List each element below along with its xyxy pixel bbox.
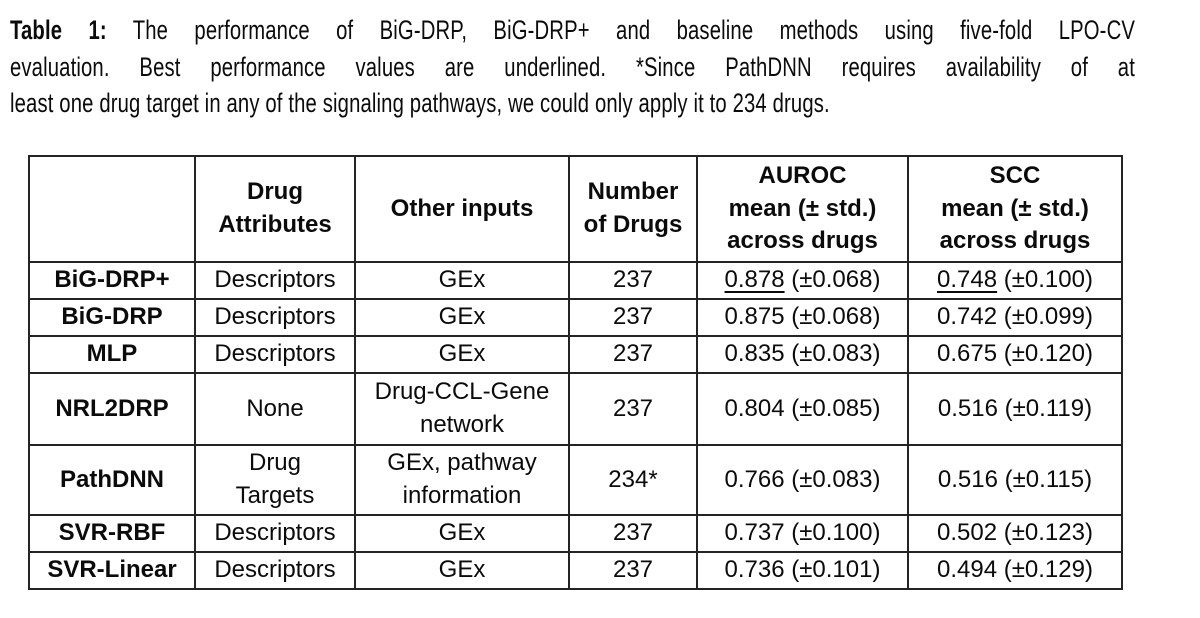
table-row-big-drp: BiG-DRP Descriptors GEx 237 0.875 (±0.06…	[28, 298, 1123, 337]
scc-std: (±0.115)	[1004, 465, 1093, 493]
scc-std: (±0.100)	[1003, 266, 1093, 294]
results-table: Drug Attributes Other inputs Number of D…	[28, 155, 1123, 590]
scc-mean: 0.516	[937, 465, 998, 493]
cell-method: MLP	[28, 335, 196, 374]
table-row-svr-linear: SVR-Linear Descriptors GEx 237 0.736 (±0…	[28, 551, 1123, 590]
auroc-mean: 0.804	[724, 394, 785, 422]
auroc-mean: 0.766	[724, 465, 785, 493]
cell-drug-attributes: Drug Targets	[194, 444, 356, 516]
cell-method: BiG-DRP	[28, 298, 196, 337]
table-row-mlp: MLP Descriptors GEx 237 0.835 (±0.083) 0…	[28, 335, 1123, 374]
column-header-scc: SCC mean (± std.) across drugs	[907, 155, 1123, 263]
cell-scc: 0.675 (±0.120)	[907, 335, 1123, 374]
table-row-big-drp-plus: BiG-DRP+ Descriptors GEx 237 0.878 (±0.0…	[28, 261, 1123, 300]
column-header-number-of-drugs: Number of Drugs	[568, 155, 698, 263]
auroc-std: (±0.068)	[791, 266, 881, 294]
scc-std: (±0.099)	[1003, 303, 1093, 331]
cell-other-inputs: Drug-CCL-Gene network	[354, 372, 570, 446]
cell-other-inputs: GEx, pathway information	[354, 444, 570, 516]
cell-drug-attributes: None	[194, 372, 356, 446]
auroc-mean: 0.737	[724, 519, 785, 547]
cell-scc: 0.748 (±0.100)	[907, 261, 1123, 300]
cell-drug-attributes: Descriptors	[194, 261, 356, 300]
cell-number-of-drugs: 237	[568, 514, 698, 553]
column-header-drug-attributes: Drug Attributes	[194, 155, 356, 263]
cell-number-of-drugs: 237	[568, 551, 698, 590]
cell-number-of-drugs: 234*	[568, 444, 698, 516]
table-row-pathdnn: PathDNN Drug Targets GEx, pathway inform…	[28, 444, 1123, 516]
cell-number-of-drugs: 237	[568, 298, 698, 337]
cell-auroc: 0.737 (±0.100)	[696, 514, 909, 553]
scc-mean: 0.494	[937, 556, 998, 584]
cell-auroc: 0.766 (±0.083)	[696, 444, 909, 516]
auroc-mean: 0.835	[724, 340, 785, 368]
cell-method: NRL2DRP	[28, 372, 196, 446]
scc-std: (±0.119)	[1004, 394, 1093, 422]
cell-scc: 0.742 (±0.099)	[907, 298, 1123, 337]
cell-method: PathDNN	[28, 444, 196, 516]
scc-mean: 0.742	[937, 303, 998, 331]
auroc-std: (±0.100)	[791, 519, 881, 547]
caption-line-1-text: The performance of BiG-DRP, BiG-DRP+ and…	[106, 15, 1136, 45]
scc-mean: 0.748	[937, 266, 998, 294]
results-table-container: Drug Attributes Other inputs Number of D…	[28, 155, 1123, 590]
cell-auroc: 0.878 (±0.068)	[696, 261, 909, 300]
scc-std: (±0.123)	[1003, 519, 1093, 547]
table-caption: Table 1: The performance of BiG-DRP, BiG…	[10, 12, 1135, 122]
auroc-mean: 0.736	[724, 556, 785, 584]
auroc-mean: 0.878	[724, 266, 785, 294]
cell-other-inputs: GEx	[354, 298, 570, 337]
cell-other-inputs: GEx	[354, 551, 570, 590]
cell-scc: 0.516 (±0.119)	[907, 372, 1123, 446]
column-header-other-inputs: Other inputs	[354, 155, 570, 263]
cell-auroc: 0.804 (±0.085)	[696, 372, 909, 446]
cell-other-inputs: GEx	[354, 261, 570, 300]
cell-scc: 0.516 (±0.115)	[907, 444, 1123, 516]
auroc-std: (±0.083)	[791, 340, 881, 368]
auroc-mean: 0.875	[724, 303, 785, 331]
caption-line-2: evaluation. Best performance values are …	[10, 51, 1135, 82]
cell-scc: 0.494 (±0.129)	[907, 551, 1123, 590]
cell-auroc: 0.875 (±0.068)	[696, 298, 909, 337]
cell-method: SVR-RBF	[28, 514, 196, 553]
header-row: Drug Attributes Other inputs Number of D…	[28, 155, 1123, 263]
cell-auroc: 0.835 (±0.083)	[696, 335, 909, 374]
scc-mean: 0.516	[937, 394, 998, 422]
auroc-std: (±0.083)	[791, 465, 881, 493]
column-header-method	[28, 155, 196, 263]
cell-number-of-drugs: 237	[568, 372, 698, 446]
cell-drug-attributes: Descriptors	[194, 551, 356, 590]
auroc-std: (±0.101)	[791, 556, 881, 584]
table-row-svr-rbf: SVR-RBF Descriptors GEx 237 0.737 (±0.10…	[28, 514, 1123, 553]
cell-other-inputs: GEx	[354, 335, 570, 374]
cell-drug-attributes: Descriptors	[194, 335, 356, 374]
cell-other-inputs: GEx	[354, 514, 570, 553]
caption-line-1: Table 1: The performance of BiG-DRP, BiG…	[10, 12, 1135, 49]
scc-mean: 0.675	[937, 340, 998, 368]
auroc-std: (±0.085)	[791, 394, 881, 422]
table-row-nrl2drp: NRL2DRP None Drug-CCL-Gene network 237 0…	[28, 372, 1123, 446]
cell-drug-attributes: Descriptors	[194, 514, 356, 553]
caption-table-label: Table 1:	[10, 15, 107, 45]
cell-number-of-drugs: 237	[568, 261, 698, 300]
cell-drug-attributes: Descriptors	[194, 298, 356, 337]
cell-method: SVR-Linear	[28, 551, 196, 590]
scc-std: (±0.129)	[1003, 556, 1093, 584]
caption-line-3: least one drug target in any of the sign…	[10, 88, 830, 118]
auroc-std: (±0.068)	[791, 303, 881, 331]
cell-auroc: 0.736 (±0.101)	[696, 551, 909, 590]
cell-method: BiG-DRP+	[28, 261, 196, 300]
column-header-auroc: AUROC mean (± std.) across drugs	[696, 155, 909, 263]
scc-mean: 0.502	[937, 519, 998, 547]
scc-std: (±0.120)	[1003, 340, 1093, 368]
cell-number-of-drugs: 237	[568, 335, 698, 374]
cell-scc: 0.502 (±0.123)	[907, 514, 1123, 553]
